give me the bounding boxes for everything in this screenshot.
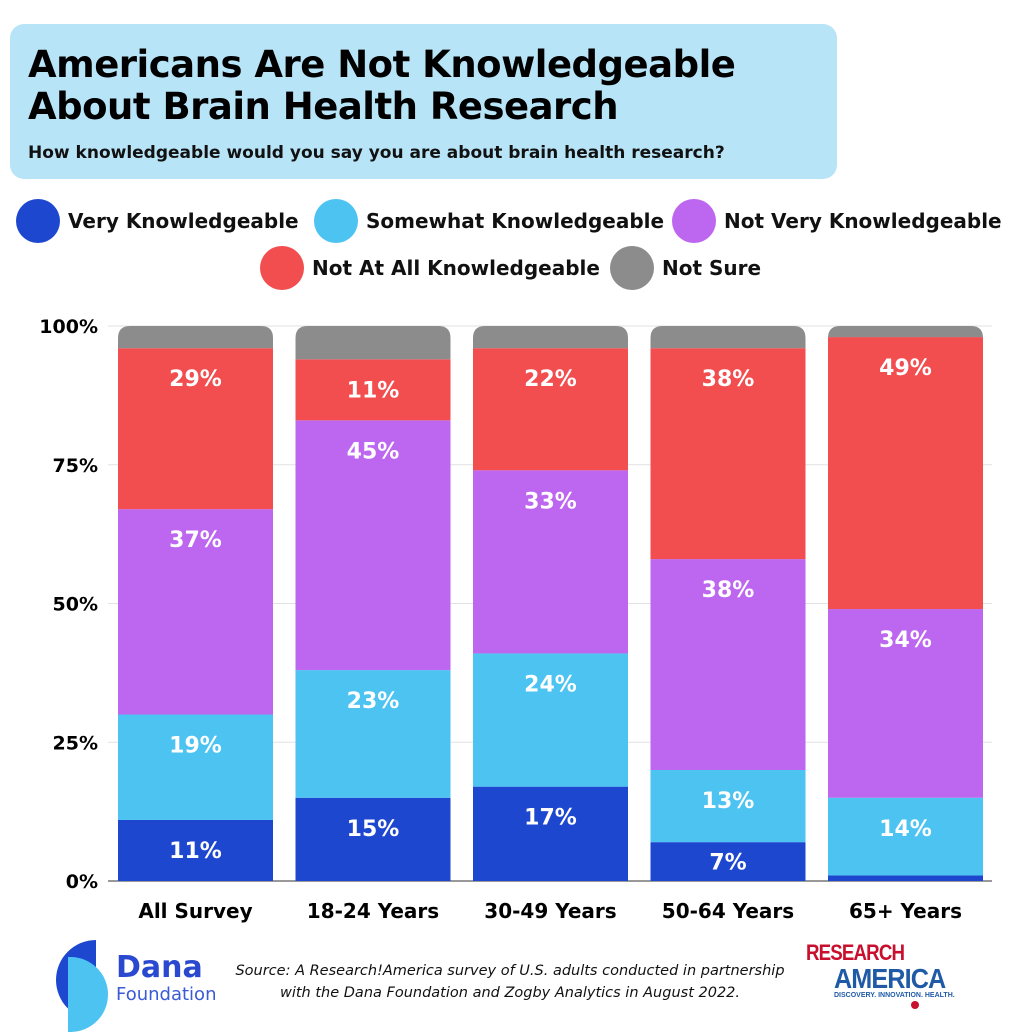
bar-segment: [118, 509, 273, 715]
bar-segment: [295, 326, 451, 360]
data-label: 33%: [524, 489, 577, 514]
data-label: 23%: [347, 689, 400, 714]
bar-segment: [118, 714, 273, 820]
data-label: 7%: [709, 851, 746, 876]
bar-segment: [118, 326, 273, 349]
y-tick-label: 0%: [66, 871, 98, 893]
bar-segment: [473, 348, 628, 471]
data-label: 24%: [524, 672, 577, 697]
x-tick-label: 30-49 Years: [484, 899, 616, 923]
research-america-logo: RESEARCH AMERICA DISCOVERY. INNOVATION. …: [806, 940, 958, 1009]
data-label: 14%: [879, 817, 932, 842]
chart-subtitle: How knowledgeable would you say you are …: [28, 143, 725, 163]
data-label: 19%: [169, 734, 222, 759]
legend-not-very: Not Very Knowledgeable: [672, 199, 1002, 243]
legend-very: Very Knowledgeable: [16, 199, 299, 243]
bar-segment: [828, 797, 983, 876]
bar-segment: [473, 786, 628, 881]
bar-segment: [650, 842, 806, 881]
dana-foundation-logo: Dana Foundation: [56, 940, 216, 1032]
x-tick-label: 65+ Years: [849, 899, 962, 923]
bar-segment: [295, 359, 451, 421]
header-panel: [10, 24, 837, 179]
source-note: Source: A Research!America survey of U.S…: [235, 963, 785, 1001]
bar-segment: [295, 420, 451, 671]
legend-not-sure: Not Sure: [610, 246, 761, 290]
chart-title-line1: Americans Are Not Knowledgeable: [28, 43, 736, 86]
x-tick-label: All Survey: [138, 899, 252, 923]
data-label: 29%: [169, 367, 222, 392]
bar-segment: [828, 326, 983, 338]
data-label: 15%: [347, 817, 400, 842]
data-label: 34%: [879, 628, 932, 653]
data-label: 38%: [702, 367, 755, 392]
x-tick-label: 50-64 Years: [662, 899, 794, 923]
y-tick-label: 25%: [53, 732, 98, 754]
y-tick-label: 75%: [53, 455, 98, 477]
y-tick-label: 50%: [53, 594, 98, 616]
data-label: 38%: [702, 578, 755, 603]
bar-segment: [828, 875, 983, 881]
bar-segment: [650, 770, 806, 843]
bar-segment: [828, 337, 983, 610]
legend-not-at-all: Not At All Knowledgeable: [260, 246, 600, 290]
bar-segment: [295, 670, 451, 798]
bar-segment: [118, 348, 273, 510]
bar-segment: [650, 326, 806, 349]
bar-segment: [473, 470, 628, 654]
data-label: 17%: [524, 806, 577, 831]
bar-segment: [295, 797, 451, 881]
data-label: 13%: [702, 789, 755, 814]
bar-segment: [828, 609, 983, 798]
data-label: 45%: [347, 439, 400, 464]
y-tick-label: 100%: [39, 316, 98, 338]
data-label: 11%: [169, 839, 222, 864]
chart-title-line2: About Brain Health Research: [28, 85, 619, 128]
bar-segment: [473, 653, 628, 787]
bar-segment: [118, 819, 273, 881]
data-label: 22%: [524, 367, 577, 392]
bar-segment: [473, 326, 628, 349]
bar-segment: [650, 348, 806, 560]
data-label: 49%: [879, 356, 932, 381]
data-label: 11%: [347, 378, 400, 403]
x-tick-label: 18-24 Years: [307, 899, 439, 923]
bar-segment: [650, 559, 806, 770]
data-label: 37%: [169, 528, 222, 553]
legend-somewhat: Somewhat Knowledgeable: [314, 199, 664, 243]
